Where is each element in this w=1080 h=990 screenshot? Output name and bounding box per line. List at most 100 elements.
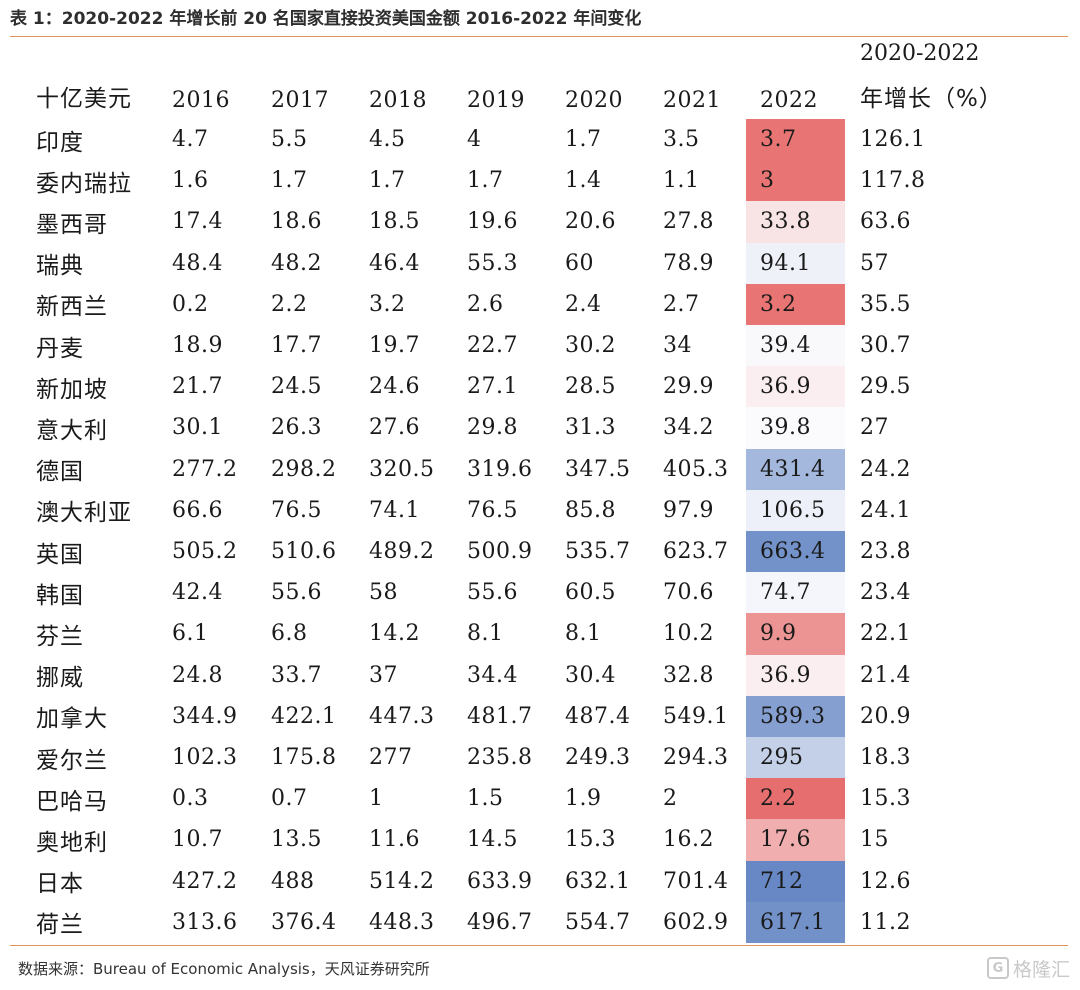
country-name: 加拿大 bbox=[36, 706, 108, 733]
table-row: 印度 4.7 5.5 4.5 4 1.7 3.5 3.7 126.1 bbox=[0, 119, 1080, 161]
table-row: 德国 277.2 298.2 320.5 319.6 347.5 405.3 431.4 24.… bbox=[0, 448, 1080, 490]
country-name: 奥地利 bbox=[36, 829, 108, 856]
value-cell: 58 bbox=[369, 580, 398, 606]
value-cell: 376.4 bbox=[271, 909, 337, 935]
value-cell: 448.3 bbox=[369, 909, 435, 935]
value-cell: 17.7 bbox=[271, 333, 322, 359]
value-cell: 481.7 bbox=[467, 703, 533, 729]
value-cell: 487.4 bbox=[565, 703, 631, 729]
unit-header: 十亿美元 bbox=[36, 86, 132, 112]
growth-cell: 27 bbox=[860, 415, 889, 441]
table-row: 澳大利亚 66.6 76.5 74.1 76.5 85.8 97.9 106.5 24.1 bbox=[0, 489, 1080, 531]
growth-cell: 12.6 bbox=[860, 868, 911, 894]
value-2022-cell: 33.8 bbox=[746, 201, 845, 243]
year-header: 2017 bbox=[271, 88, 329, 113]
value-cell: 2.2 bbox=[271, 291, 308, 317]
value-cell: 1.7 bbox=[369, 168, 406, 194]
value-cell: 0.2 bbox=[172, 291, 209, 317]
value-cell: 18.6 bbox=[271, 209, 322, 235]
value-cell: 14.5 bbox=[467, 827, 518, 853]
growth-cell: 21.4 bbox=[860, 662, 911, 688]
value-cell: 76.5 bbox=[467, 497, 518, 523]
value-cell: 0.7 bbox=[271, 786, 308, 812]
value-2022-cell: 3 bbox=[746, 160, 845, 202]
country-name: 新西兰 bbox=[36, 294, 108, 321]
year-header: 2020 bbox=[565, 88, 623, 113]
value-cell: 14.2 bbox=[369, 621, 420, 647]
table-row: 奥地利 10.7 13.5 11.6 14.5 15.3 16.2 17.6 15 bbox=[0, 819, 1080, 861]
header-row: 十亿美元 2016 2017 2018 2019 2020 2021 2022 … bbox=[0, 37, 1080, 119]
growth-cell: 18.3 bbox=[860, 745, 911, 771]
growth-cell: 11.2 bbox=[860, 909, 911, 935]
value-cell: 320.5 bbox=[369, 456, 435, 482]
country-name: 挪威 bbox=[36, 665, 84, 692]
value-cell: 4.5 bbox=[369, 127, 406, 153]
value-cell: 102.3 bbox=[172, 745, 238, 771]
value-2022-cell: 36.9 bbox=[746, 654, 845, 696]
growth-cell: 117.8 bbox=[860, 168, 926, 194]
value-cell: 30.4 bbox=[565, 662, 616, 688]
value-2022-cell: 9.9 bbox=[746, 613, 845, 655]
value-cell: 48.4 bbox=[172, 250, 223, 276]
value-cell: 1.4 bbox=[565, 168, 602, 194]
value-cell: 277 bbox=[369, 745, 413, 771]
table-row: 墨西哥 17.4 18.6 18.5 19.6 20.6 27.8 33.8 63.6 bbox=[0, 201, 1080, 243]
value-cell: 2.4 bbox=[565, 291, 602, 317]
value-2022-cell: 17.6 bbox=[746, 819, 845, 861]
value-cell: 60.5 bbox=[565, 580, 616, 606]
growth-cell: 15.3 bbox=[860, 786, 911, 812]
value-cell: 33.7 bbox=[271, 662, 322, 688]
value-2022-cell: 663.4 bbox=[746, 531, 845, 573]
value-cell: 30.2 bbox=[565, 333, 616, 359]
value-2022-cell: 2.2 bbox=[746, 778, 845, 820]
table-row: 芬兰 6.1 6.8 14.2 8.1 8.1 10.2 9.9 22.1 bbox=[0, 613, 1080, 655]
value-2022-cell: 589.3 bbox=[746, 695, 845, 737]
value-cell: 21.7 bbox=[172, 374, 223, 400]
year-header: 2019 bbox=[467, 88, 525, 113]
value-cell: 235.8 bbox=[467, 745, 533, 771]
value-cell: 2.7 bbox=[663, 291, 700, 317]
growth-cell: 15 bbox=[860, 827, 889, 853]
growth-header: 2020-2022 年增长（%） bbox=[860, 37, 1060, 119]
bottom-divider bbox=[10, 945, 1068, 946]
value-cell: 8.1 bbox=[565, 621, 602, 647]
value-cell: 55.6 bbox=[271, 580, 322, 606]
value-cell: 16.2 bbox=[663, 827, 714, 853]
value-cell: 535.7 bbox=[565, 539, 631, 565]
value-cell: 6.8 bbox=[271, 621, 308, 647]
value-cell: 24.6 bbox=[369, 374, 420, 400]
growth-cell: 30.7 bbox=[860, 333, 911, 359]
value-cell: 76.5 bbox=[271, 497, 322, 523]
value-cell: 19.6 bbox=[467, 209, 518, 235]
country-name: 新加坡 bbox=[36, 376, 108, 403]
value-2022-cell: 712 bbox=[746, 860, 845, 902]
value-cell: 249.3 bbox=[565, 745, 631, 771]
country-name: 爱尔兰 bbox=[36, 747, 108, 774]
value-cell: 623.7 bbox=[663, 539, 729, 565]
value-cell: 1.7 bbox=[271, 168, 308, 194]
table-row: 日本 427.2 488 514.2 633.9 632.1 701.4 712 12.6 bbox=[0, 860, 1080, 902]
value-cell: 496.7 bbox=[467, 909, 533, 935]
value-cell: 3.5 bbox=[663, 127, 700, 153]
growth-header-period: 2020-2022 bbox=[860, 41, 980, 66]
value-cell: 4 bbox=[467, 127, 482, 153]
value-cell: 5.5 bbox=[271, 127, 308, 153]
value-cell: 28.5 bbox=[565, 374, 616, 400]
value-cell: 13.5 bbox=[271, 827, 322, 853]
year-header: 2016 bbox=[172, 88, 230, 113]
value-cell: 74.1 bbox=[369, 497, 420, 523]
value-cell: 15.3 bbox=[565, 827, 616, 853]
table-row: 挪威 24.8 33.7 37 34.4 30.4 32.8 36.9 21.4 bbox=[0, 654, 1080, 696]
value-cell: 55.3 bbox=[467, 250, 518, 276]
value-cell: 2.6 bbox=[467, 291, 504, 317]
value-cell: 505.2 bbox=[172, 539, 238, 565]
value-cell: 48.2 bbox=[271, 250, 322, 276]
value-cell: 32.8 bbox=[663, 662, 714, 688]
table-row: 新西兰 0.2 2.2 3.2 2.6 2.4 2.7 3.2 35.5 bbox=[0, 283, 1080, 325]
value-cell: 29.8 bbox=[467, 415, 518, 441]
value-cell: 0.3 bbox=[172, 786, 209, 812]
table-title: 表 1：2020-2022 年增长前 20 名国家直接投资美国金额 2016-2… bbox=[10, 9, 642, 29]
value-cell: 427.2 bbox=[172, 868, 238, 894]
value-cell: 319.6 bbox=[467, 456, 533, 482]
table-row: 加拿大 344.9 422.1 447.3 481.7 487.4 549.1 589.3 20… bbox=[0, 695, 1080, 737]
